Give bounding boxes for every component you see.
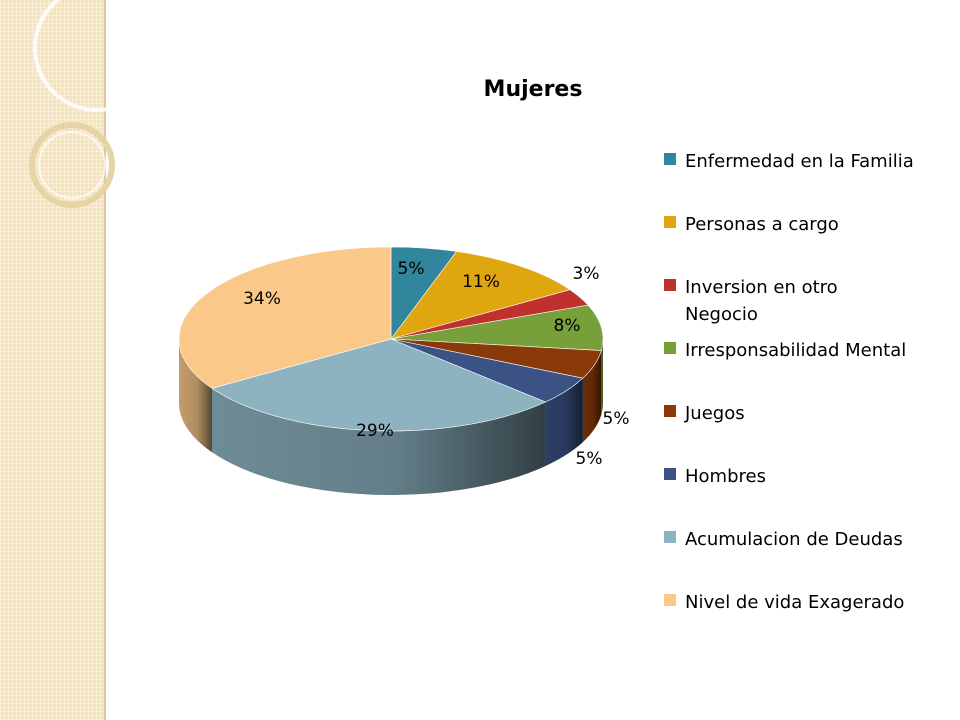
slice-irresponsabilidad-mental <box>390 304 604 351</box>
decorative-rings <box>29 0 130 208</box>
data-label-inversion-en-otro-negocio: 3% <box>573 264 600 284</box>
legend-label-enfermedad-en-la-familia: Enfermedad en la Familia <box>685 151 914 172</box>
legend-swatch-enfermedad-en-la-familia <box>664 153 676 165</box>
side-irresponsabilidad-mental-shading <box>601 339 603 415</box>
slice-acumulacion-de-deudas <box>211 338 547 432</box>
data-label-enfermedad-en-la-familia: 5% <box>398 259 425 279</box>
data-label-acumulacion-de-deudas: 29% <box>356 421 394 441</box>
legend-swatch-acumulacion-de-deudas <box>664 531 676 543</box>
chart-title: Mujeres <box>484 77 583 102</box>
data-label-hombres: 5% <box>576 449 603 469</box>
ring-large <box>33 0 130 112</box>
legend: Enfermedad en la Familia Personas a cargo… <box>664 151 914 613</box>
ring-small <box>29 122 115 208</box>
slice-nivel-de-vida-exagerado <box>178 246 392 389</box>
side-acumulacion-de-deudas-shading <box>212 388 546 495</box>
legend-label-personas-a-cargo: Personas a cargo <box>685 214 839 235</box>
legend-label-inversion-en-otro-negocio: Inversion en otro Negocio <box>685 277 838 325</box>
data-label-irresponsabilidad-mental: 8% <box>554 316 581 336</box>
legend-label-nivel-de-vida-exagerado: Nivel de vida Exagerado <box>685 592 904 613</box>
side-hombres-shading <box>545 378 583 466</box>
pie-tops <box>178 246 604 432</box>
data-label-nivel-de-vida-exagerado: 34% <box>243 289 281 309</box>
legend-label-juegos: Juegos <box>684 403 745 424</box>
side-band-border <box>104 0 106 720</box>
legend-swatch-juegos <box>664 405 676 417</box>
decorative-side-band <box>0 0 104 720</box>
legend-label-hombres: Hombres <box>685 466 766 487</box>
side-juegos-shading <box>582 350 602 443</box>
pie-data-labels: 5%11% 3%8%5%5%29%34% <box>243 259 629 469</box>
slice-personas-a-cargo <box>390 251 571 340</box>
data-label-personas-a-cargo: 11% <box>462 272 500 292</box>
legend-swatch-personas-a-cargo <box>664 216 676 228</box>
legend-swatch-inversion-en-otro-negocio <box>664 279 676 291</box>
data-label-juegos: 5% <box>603 409 630 429</box>
legend-swatch-irresponsabilidad-mental <box>664 342 676 354</box>
ring-small-inner <box>38 131 106 199</box>
legend-swatch-hombres <box>664 468 676 480</box>
pie-sides <box>179 339 603 495</box>
legend-label-irresponsabilidad-mental: Irresponsabilidad Mental <box>685 340 906 361</box>
side-nivel-de-vida-exagerado-shading <box>179 339 213 453</box>
legend-swatch-nivel-de-vida-exagerado <box>664 594 676 606</box>
legend-label-acumulacion-de-deudas: Acumulacion de Deudas <box>685 529 903 550</box>
